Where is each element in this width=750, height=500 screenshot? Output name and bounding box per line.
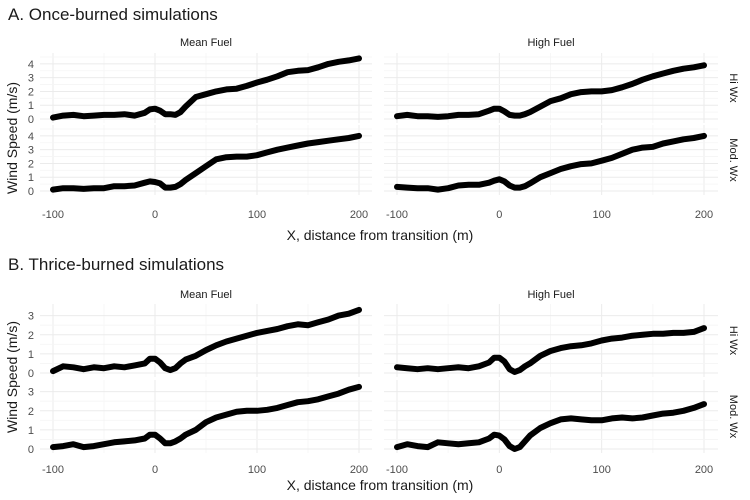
series-mean-fuel-mod-wx (50, 132, 362, 193)
y-tick-label: 1 (28, 172, 34, 184)
series-high-fuel-mod-wx (394, 132, 707, 193)
facet-row-strip-hi-wx: Hi Wx (727, 73, 739, 103)
y-tick-label: 0 (28, 114, 34, 126)
panel-grid (40, 125, 372, 195)
x-tick-label: -100 (42, 464, 64, 476)
x-tick-label: 0 (496, 464, 502, 476)
x-tick-label: 200 (350, 464, 368, 476)
x-tick-label: 100 (248, 464, 266, 476)
y-tick-label: 0 (28, 186, 34, 198)
y-tick-label: 2 (28, 406, 34, 418)
y-tick-label: 3 (28, 387, 34, 399)
x-tick-label: -100 (386, 209, 408, 221)
y-tick-label: 2 (28, 330, 34, 342)
chart-b-thrice-burned: B. Thrice-burned simulations Mean Fuel Hig… (4, 255, 739, 493)
series-mean-fuel-hi-wx (50, 55, 362, 121)
chart-a-once-burned: A. Once-burned simulations Mean Fuel High … (4, 5, 739, 243)
x-tick-label: 100 (248, 209, 266, 221)
series-high-fuel-hi-wx (394, 62, 707, 120)
facet-row-strip-mod-wx: Mod. Wx (727, 138, 739, 182)
x-tick-label: 100 (592, 209, 610, 221)
chart-title: A. Once-burned simulations (8, 5, 218, 24)
facet-strip-high-fuel: High Fuel (527, 289, 574, 301)
panel-grid (40, 53, 372, 123)
y-tick-label: 0 (28, 368, 34, 380)
y-tick-label: 1 (28, 100, 34, 112)
y-tick-label: 3 (28, 145, 34, 157)
y-tick-label: 2 (28, 86, 34, 98)
y-tick-label: 1 (28, 425, 34, 437)
panel-grid (40, 304, 372, 377)
x-tick-label: 0 (152, 209, 158, 221)
y-tick-label: 1 (28, 349, 34, 361)
x-axis-label: X, distance from transition (m) (287, 477, 474, 493)
y-axis-label: Wind Speed (m/s) (4, 82, 20, 194)
facet-row-strip-mod-wx: Mod. Wx (727, 395, 739, 439)
facet-strip-high-fuel: High Fuel (527, 37, 574, 49)
x-tick-label: 0 (152, 464, 158, 476)
x-tick-label: 200 (350, 209, 368, 221)
y-tick-label: 3 (28, 73, 34, 85)
y-tick-label: 4 (28, 59, 34, 71)
panel-grid (40, 380, 372, 453)
x-tick-label: 200 (695, 209, 713, 221)
facet-strip-mean-fuel: Mean Fuel (180, 37, 232, 49)
y-tick-label: 4 (28, 131, 34, 143)
y-tick-label: 2 (28, 158, 34, 170)
y-tick-label: 3 (28, 311, 34, 323)
x-tick-label: 0 (496, 209, 502, 221)
facet-row-strip-hi-wx: Hi Wx (727, 326, 739, 356)
series-mean-fuel-mod-wx (50, 383, 362, 451)
x-tick-label: -100 (386, 464, 408, 476)
y-axis-label: Wind Speed (m/s) (4, 321, 20, 433)
series-high-fuel-mod-wx (394, 401, 707, 452)
y-tick-label: 0 (28, 444, 34, 456)
series-high-fuel-hi-wx (394, 325, 707, 375)
panel-grid (384, 53, 718, 123)
x-axis-label: X, distance from transition (m) (287, 227, 474, 243)
x-tick-label: -100 (42, 209, 64, 221)
chart-title: B. Thrice-burned simulations (8, 255, 224, 274)
x-tick-label: 200 (695, 464, 713, 476)
facet-strip-mean-fuel: Mean Fuel (180, 289, 232, 301)
x-tick-label: 100 (592, 464, 610, 476)
series-mean-fuel-hi-wx (50, 306, 362, 375)
panel-grid (384, 125, 718, 195)
